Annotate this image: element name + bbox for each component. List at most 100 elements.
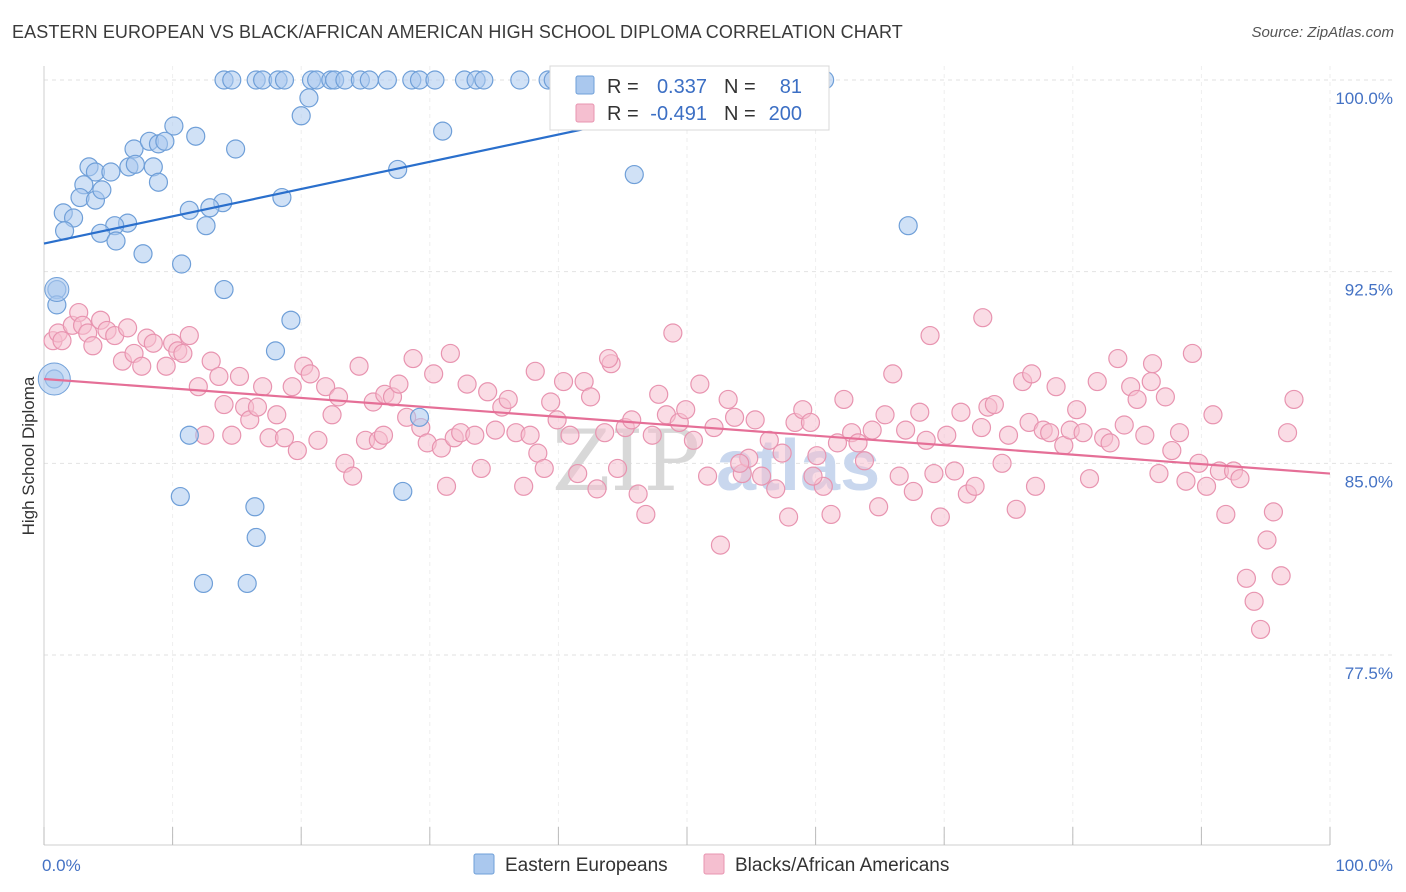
- eastern-european-point: [291, 106, 311, 126]
- black-african-american-point: [580, 387, 601, 407]
- legend-n-label-2: N =: [724, 103, 756, 125]
- black-african-american-point: [800, 412, 821, 433]
- eastern-european-point: [237, 573, 257, 594]
- black-african-american-point: [690, 374, 710, 394]
- black-african-american-point: [188, 377, 208, 397]
- black-african-american-point: [862, 420, 882, 440]
- black-african-american-point: [282, 377, 302, 397]
- eastern-european-point: [193, 573, 214, 594]
- eastern-european-point: [624, 164, 644, 185]
- black-african-american-point: [179, 325, 199, 346]
- legend-swatch-blue: [575, 75, 595, 95]
- black-african-american-point: [1230, 469, 1250, 489]
- eastern-european-point: [101, 162, 121, 182]
- legend-swatch-pink: [575, 103, 595, 123]
- black-african-american-point: [622, 410, 642, 430]
- eastern-european-point-large: [44, 277, 70, 303]
- legend-r-label-2: R =: [607, 103, 639, 125]
- eastern-european-point: [92, 180, 112, 200]
- legend-n-value-1: 81: [780, 76, 802, 98]
- black-african-american-point: [1155, 387, 1175, 407]
- black-african-american-point: [944, 461, 965, 481]
- eastern-european-point: [245, 497, 265, 517]
- black-african-american-point: [553, 371, 574, 392]
- black-african-american-point: [1142, 354, 1163, 374]
- black-african-american-point: [308, 430, 328, 450]
- black-african-american-point: [1250, 619, 1271, 640]
- black-african-american-point: [117, 318, 138, 338]
- legend-r-label-1: R =: [607, 76, 639, 98]
- black-african-american-point: [465, 425, 485, 445]
- black-african-american-point: [424, 364, 444, 384]
- eastern-european-point: [155, 131, 175, 151]
- black-african-american-point: [222, 425, 242, 445]
- black-african-american-point: [1182, 343, 1202, 364]
- black-african-american-point: [560, 425, 580, 445]
- black-african-american-point: [1236, 568, 1257, 588]
- black-african-american-point: [1135, 425, 1155, 445]
- black-african-american-point: [478, 382, 498, 402]
- black-african-american-point: [343, 466, 363, 486]
- black-african-american-point: [910, 402, 930, 422]
- black-african-american-point: [1025, 476, 1046, 496]
- black-african-american-point: [649, 384, 669, 404]
- eastern-european-point: [510, 70, 530, 90]
- eastern-european-point: [898, 216, 918, 236]
- black-african-american-point: [214, 394, 234, 415]
- black-african-american-point: [328, 387, 349, 407]
- black-african-american-point: [1141, 371, 1161, 392]
- black-african-american-point: [274, 428, 295, 448]
- black-african-american-point: [766, 479, 786, 499]
- black-african-american-point: [607, 458, 628, 479]
- black-african-american-point: [1277, 423, 1298, 443]
- black-african-american-point: [1100, 433, 1120, 453]
- black-african-american-point: [595, 423, 615, 443]
- black-african-american-point: [683, 430, 704, 450]
- black-african-american-point: [173, 343, 193, 364]
- black-african-american-point: [875, 405, 895, 425]
- eastern-european-point: [474, 70, 494, 90]
- black-african-american-point: [984, 394, 1004, 415]
- black-african-american-point: [300, 364, 320, 384]
- black-african-american-point: [730, 453, 750, 473]
- black-african-american-point: [937, 425, 957, 445]
- black-african-american-point: [287, 440, 307, 461]
- black-african-american-point: [920, 325, 940, 346]
- black-african-american-point: [1022, 364, 1042, 384]
- black-african-american-point: [1006, 499, 1026, 519]
- x-tick-label: 0.0%: [42, 856, 81, 875]
- black-african-american-point: [676, 400, 696, 420]
- black-african-american-point: [436, 476, 457, 496]
- legend-r-value-2: -0.491: [650, 103, 707, 125]
- black-african-american-point: [916, 430, 936, 450]
- black-african-american-point: [1162, 440, 1182, 461]
- black-african-american-point: [485, 420, 505, 440]
- black-african-american-point: [322, 405, 342, 425]
- black-african-american-point: [389, 374, 409, 394]
- black-african-american-point: [642, 425, 662, 445]
- legend-bottom-label-pink: Blacks/African Americans: [735, 855, 949, 876]
- black-african-american-point: [710, 535, 731, 555]
- black-african-american-point: [1216, 504, 1236, 525]
- eastern-european-point: [359, 70, 379, 90]
- eastern-european-point: [179, 425, 199, 445]
- eastern-european-point: [164, 116, 184, 136]
- black-african-american-point: [587, 479, 607, 499]
- grid-lines: [43, 66, 1392, 845]
- source-label: Source: ZipAtlas.com: [1251, 24, 1394, 41]
- legend-r-value-1: 0.337: [657, 76, 707, 98]
- black-african-american-point: [132, 356, 152, 376]
- black-african-american-point: [697, 466, 718, 486]
- eastern-european-point: [148, 172, 169, 192]
- y-tick-label: 77.5%: [1345, 664, 1393, 683]
- black-african-american-point: [229, 366, 250, 387]
- black-african-american-point: [1203, 405, 1223, 425]
- black-african-american-point: [83, 336, 103, 356]
- black-african-american-point: [1079, 469, 1100, 489]
- black-african-american-point: [143, 333, 163, 353]
- legend-bottom: Eastern Europeans Blacks/African America…: [473, 853, 949, 876]
- black-african-american-point: [745, 410, 765, 430]
- legend-top-box: [549, 65, 830, 131]
- black-african-american-point: [930, 507, 950, 527]
